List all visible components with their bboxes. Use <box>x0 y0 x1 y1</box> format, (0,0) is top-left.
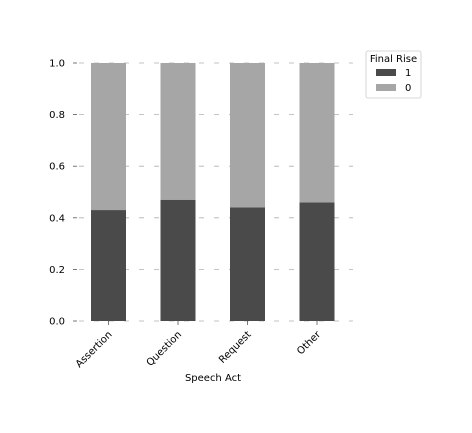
x-tick-label-1: Question <box>145 329 184 368</box>
x-axis: Assertion Question Request Other <box>74 321 324 370</box>
legend-label-0: 0 <box>405 83 411 94</box>
bar-assertion-series-0 <box>91 63 126 211</box>
bar-request-series-1 <box>230 207 265 321</box>
legend-items: 10 <box>376 68 411 94</box>
legend: Final Rise 10 <box>365 50 422 99</box>
bar-request-series-0 <box>230 63 265 208</box>
x-tick-label-2: Request <box>217 329 254 366</box>
x-tick-label-3: Other <box>295 329 323 357</box>
x-axis-title: Speech Act <box>185 373 241 384</box>
y-tick-label-0: 0.0 <box>49 317 65 328</box>
y-tick-label-1: 0.2 <box>49 265 65 276</box>
y-tick-label-3: 0.6 <box>49 162 65 173</box>
bar-other-series-0 <box>299 63 335 203</box>
bars <box>91 63 335 321</box>
legend-title: Final Rise <box>370 54 417 65</box>
legend-label-1: 1 <box>405 68 411 79</box>
y-tick-label-2: 0.4 <box>49 213 65 224</box>
x-tick-label-0: Assertion <box>74 329 115 370</box>
y-tick-label-4: 0.8 <box>49 110 65 121</box>
bar-question-series-0 <box>160 63 196 200</box>
y-axis: 0.0 0.2 0.4 0.6 0.8 1.0 <box>49 59 77 328</box>
bar-assertion-series-1 <box>91 210 126 321</box>
bar-question-series-1 <box>160 199 196 321</box>
y-tick-label-5: 1.0 <box>49 59 65 70</box>
legend-swatch-1 <box>376 69 396 76</box>
legend-swatch-0 <box>376 84 396 91</box>
bar-other-series-1 <box>299 202 335 321</box>
